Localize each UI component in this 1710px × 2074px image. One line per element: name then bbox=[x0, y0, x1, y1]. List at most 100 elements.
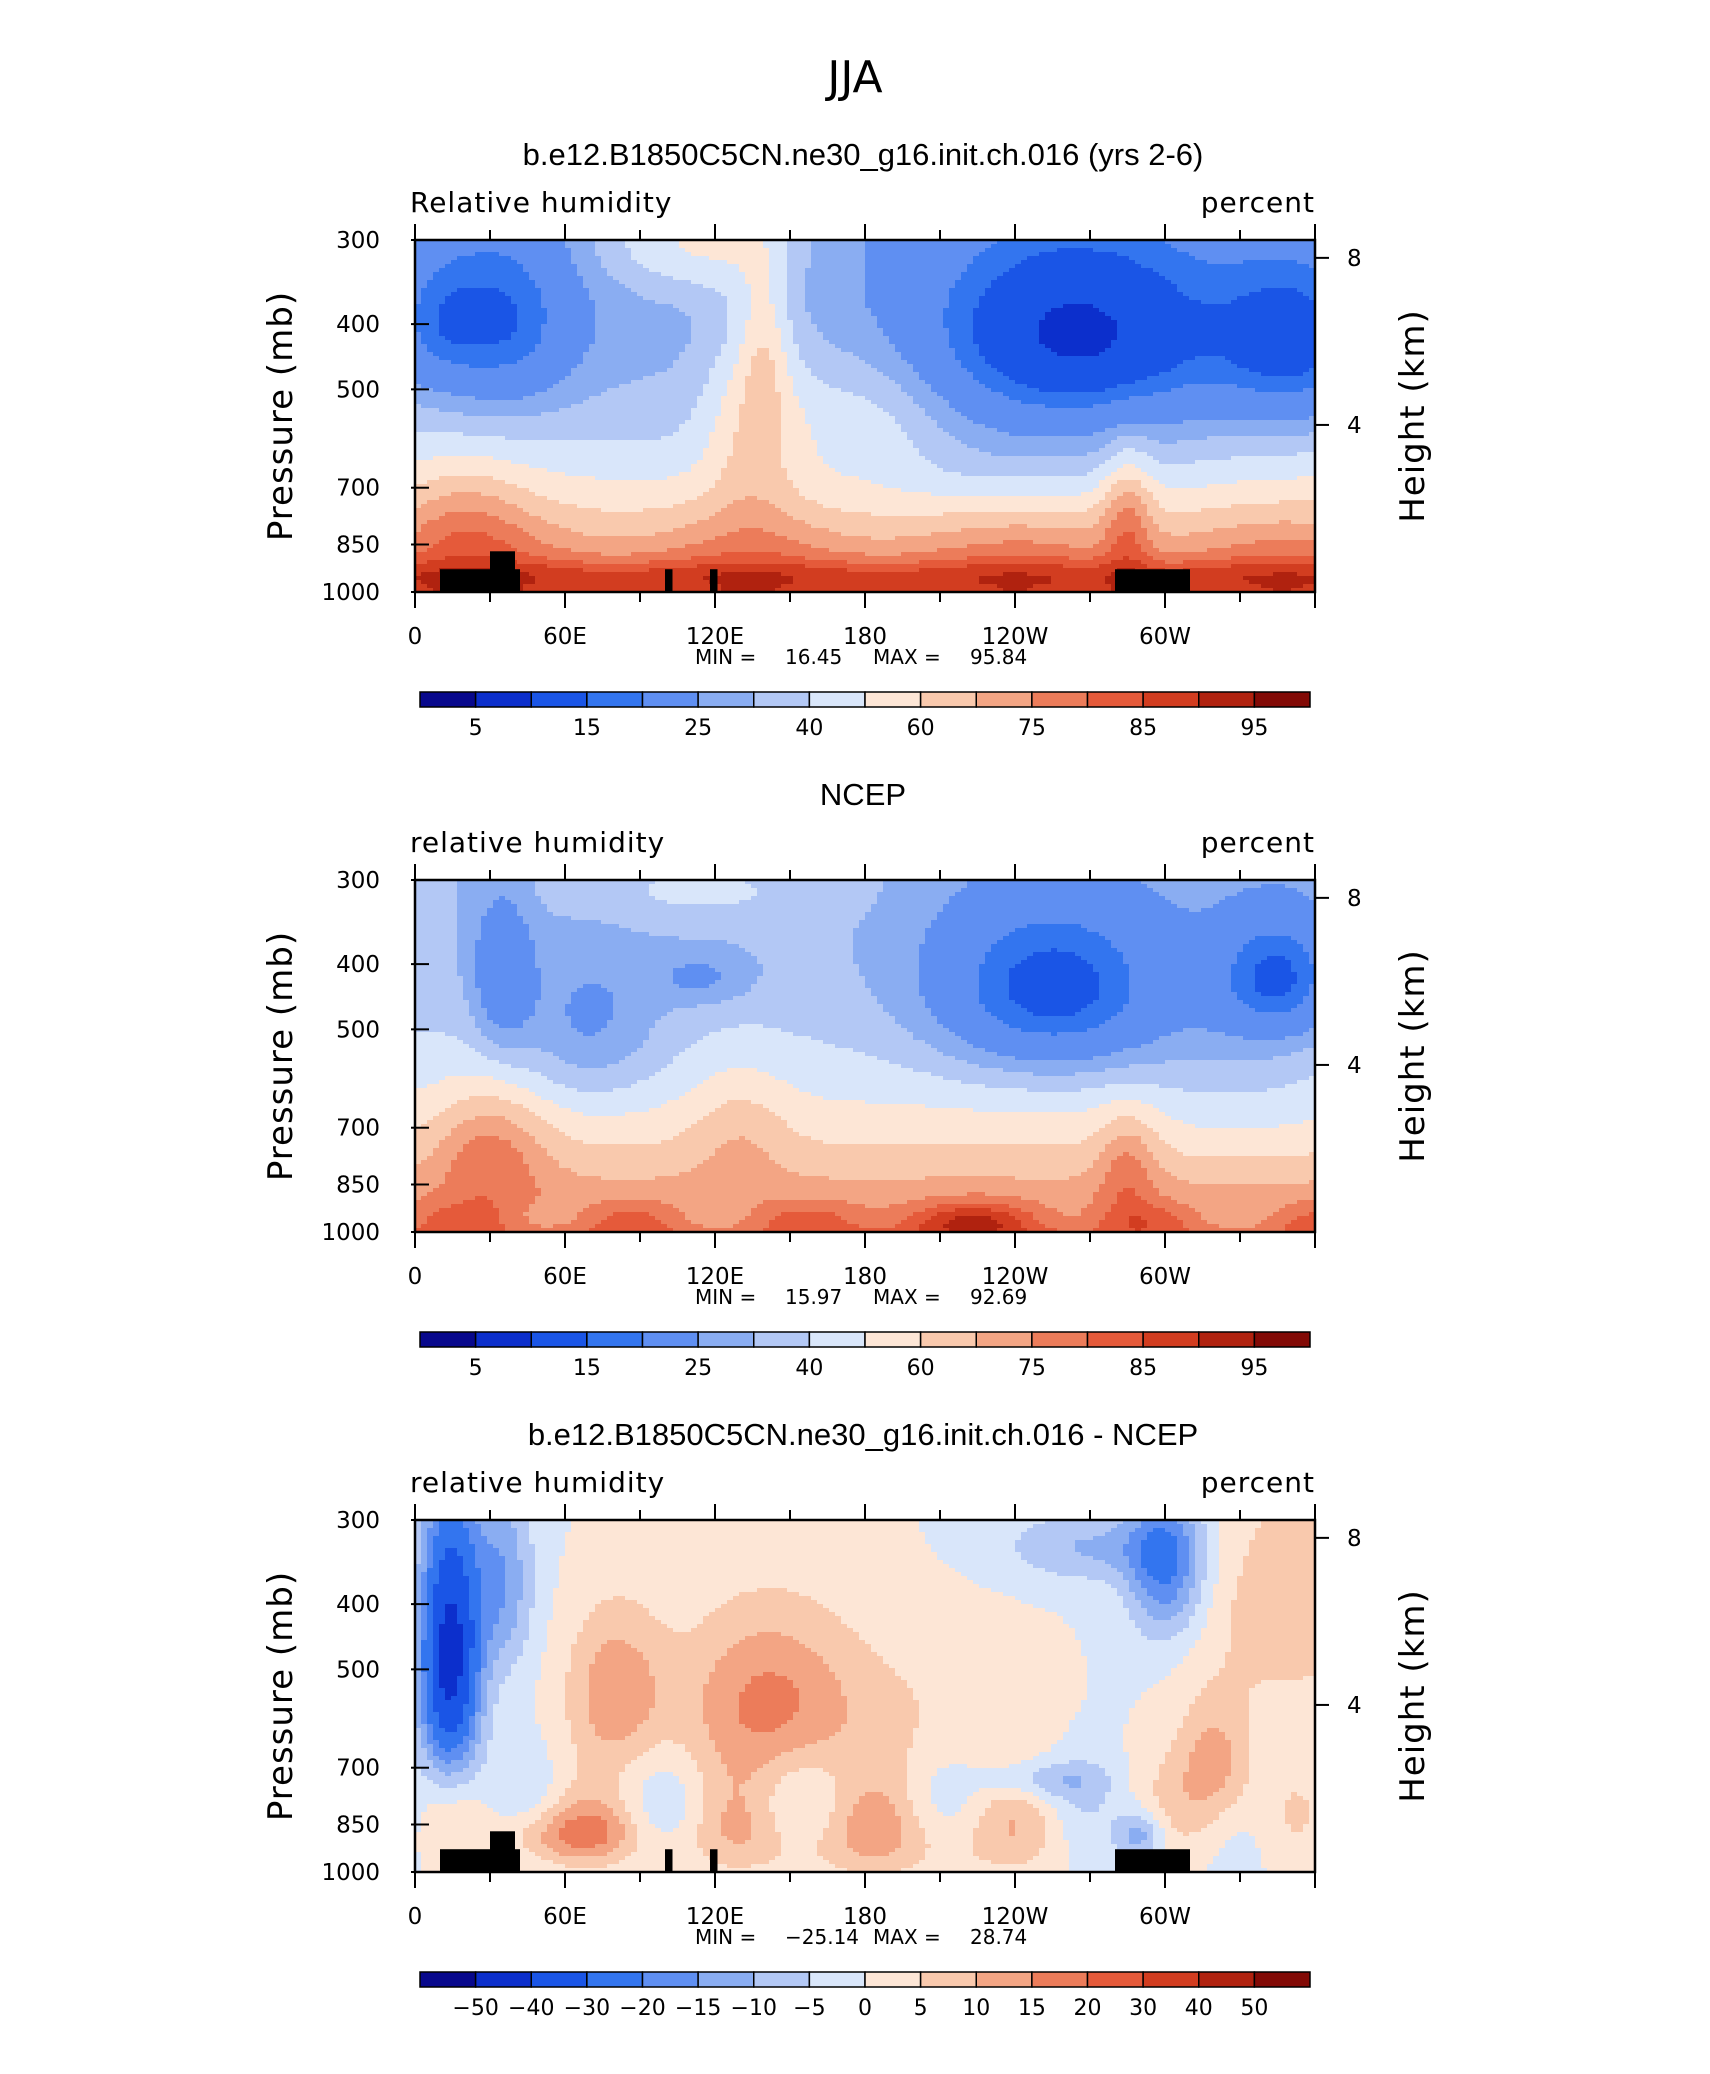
colorbar-swatch bbox=[643, 1972, 699, 1987]
min-value: −25.14 bbox=[785, 1925, 859, 1949]
colorbar-swatch bbox=[531, 1332, 587, 1347]
colorbar-swatch bbox=[1199, 692, 1255, 707]
figure-title: JJA bbox=[824, 52, 882, 103]
max-label: MAX = bbox=[873, 1285, 941, 1309]
colorbar-label: 0 bbox=[858, 1996, 872, 2021]
panel-title: b.e12.B1850C5CN.ne30_g16.init.ch.016 - N… bbox=[528, 1417, 1198, 1452]
colorbar-swatch bbox=[921, 1332, 977, 1347]
contour-field bbox=[415, 1520, 1316, 1873]
colorbar-label: 15 bbox=[1018, 1996, 1046, 2021]
colorbar-swatch bbox=[1143, 1972, 1199, 1987]
colorbar-swatch bbox=[420, 692, 476, 707]
colorbar-swatch bbox=[698, 692, 754, 707]
colorbar-swatch bbox=[698, 1972, 754, 1987]
y-tick-label: 500 bbox=[336, 377, 380, 403]
colorbar-label: 60 bbox=[907, 716, 935, 741]
colorbar-swatch bbox=[587, 1972, 643, 1987]
y-axis-label: Pressure (mb) bbox=[261, 931, 301, 1181]
colorbar-label: 75 bbox=[1018, 1356, 1046, 1381]
colorbar-swatch bbox=[1088, 692, 1144, 707]
colorbar-label: 95 bbox=[1240, 716, 1268, 741]
height-tick-label: 8 bbox=[1347, 246, 1362, 272]
colorbar-label: 30 bbox=[1129, 1996, 1157, 2021]
colorbar-swatch bbox=[1032, 1332, 1088, 1347]
x-tick-label: 0 bbox=[408, 624, 423, 650]
units-label: percent bbox=[1201, 826, 1315, 859]
height-tick-label: 4 bbox=[1347, 1693, 1362, 1719]
colorbar-label: 75 bbox=[1018, 716, 1046, 741]
colorbar-swatch bbox=[754, 692, 810, 707]
y-tick-label: 850 bbox=[336, 532, 380, 558]
colorbar: −50 −40 −30 −20 −15 −10 −5 0 5 10 15 20 30 40 50 bbox=[420, 1972, 1310, 2021]
x-tick-label: 60W bbox=[1139, 624, 1191, 650]
colorbar-label: 20 bbox=[1074, 1996, 1102, 2021]
colorbar-swatch bbox=[921, 1972, 977, 1987]
colorbar-swatch bbox=[809, 692, 865, 707]
y-tick-label: 1000 bbox=[321, 580, 380, 606]
colorbar-swatch bbox=[1032, 692, 1088, 707]
y-axis-label: Pressure (mb) bbox=[261, 1571, 301, 1821]
y-tick-label: 700 bbox=[336, 476, 380, 502]
colorbar-swatch bbox=[809, 1972, 865, 1987]
colorbar-swatch bbox=[1088, 1972, 1144, 1987]
colorbar-swatch bbox=[809, 1332, 865, 1347]
colorbar-label: 40 bbox=[1185, 1996, 1213, 2021]
colorbar-swatch bbox=[420, 1972, 476, 1987]
colorbar-swatch bbox=[1254, 1332, 1310, 1347]
units-label: percent bbox=[1201, 186, 1315, 219]
colorbar-swatch bbox=[698, 1332, 754, 1347]
colorbar-swatch bbox=[921, 692, 977, 707]
max-value: 28.74 bbox=[970, 1925, 1027, 1949]
y-axis-label: Pressure (mb) bbox=[261, 291, 301, 541]
colorbar-swatch bbox=[865, 692, 921, 707]
colorbar-label: 5 bbox=[469, 1356, 483, 1381]
colorbar-swatch bbox=[587, 692, 643, 707]
colorbar-label: 10 bbox=[962, 1996, 990, 2021]
panel-3: b.e12.B1850C5CN.ne30_g16.init.ch.016 - N… bbox=[261, 1417, 1433, 2021]
colorbar-swatch bbox=[587, 1332, 643, 1347]
variable-label: relative humidity bbox=[410, 1466, 665, 1499]
y-tick-label: 400 bbox=[336, 952, 380, 978]
contour-field bbox=[415, 240, 1316, 593]
colorbar-swatch bbox=[1143, 1332, 1199, 1347]
colorbar-swatch bbox=[1254, 1972, 1310, 1987]
colorbar-swatch bbox=[1032, 1972, 1088, 1987]
y-tick-label: 1000 bbox=[321, 1860, 380, 1886]
colorbar-label: −50 bbox=[452, 1996, 498, 2021]
x-tick-label: 60W bbox=[1139, 1904, 1191, 1930]
x-tick-label: 60E bbox=[543, 1264, 587, 1290]
y-tick-label: 300 bbox=[336, 868, 380, 894]
y-tick-label: 700 bbox=[336, 1116, 380, 1142]
colorbar-swatch bbox=[976, 692, 1032, 707]
colorbar-label: 5 bbox=[469, 716, 483, 741]
colorbar-label: 85 bbox=[1129, 1356, 1157, 1381]
colorbar-label: −10 bbox=[731, 1996, 777, 2021]
min-value: 16.45 bbox=[785, 645, 842, 669]
y-tick-label: 1000 bbox=[321, 1220, 380, 1246]
colorbar-label: 85 bbox=[1129, 716, 1157, 741]
colorbar-swatch bbox=[1143, 692, 1199, 707]
right-axis-label: Height (km) bbox=[1393, 309, 1433, 523]
y-tick-label: 500 bbox=[336, 1017, 380, 1043]
colorbar-swatch bbox=[476, 692, 532, 707]
variable-label: Relative humidity bbox=[410, 186, 672, 219]
height-tick-label: 4 bbox=[1347, 1053, 1362, 1079]
colorbar-swatch bbox=[976, 1972, 1032, 1987]
variable-label: relative humidity bbox=[410, 826, 665, 859]
colorbar-swatch bbox=[531, 692, 587, 707]
colorbar-label: −40 bbox=[508, 1996, 554, 2021]
y-tick-label: 400 bbox=[336, 312, 380, 338]
min-label: MIN = bbox=[695, 1285, 756, 1309]
max-label: MAX = bbox=[873, 645, 941, 669]
height-tick-label: 8 bbox=[1347, 886, 1362, 912]
colorbar-label: 50 bbox=[1240, 1996, 1268, 2021]
x-tick-label: 0 bbox=[408, 1264, 423, 1290]
panel-title: NCEP bbox=[820, 777, 906, 812]
min-value: 15.97 bbox=[785, 1285, 842, 1309]
x-tick-label: 0 bbox=[408, 1904, 423, 1930]
units-label: percent bbox=[1201, 1466, 1315, 1499]
y-tick-label: 400 bbox=[336, 1592, 380, 1618]
colorbar-swatch bbox=[754, 1332, 810, 1347]
panel-title: b.e12.B1850C5CN.ne30_g16.init.ch.016 (yr… bbox=[523, 137, 1204, 172]
